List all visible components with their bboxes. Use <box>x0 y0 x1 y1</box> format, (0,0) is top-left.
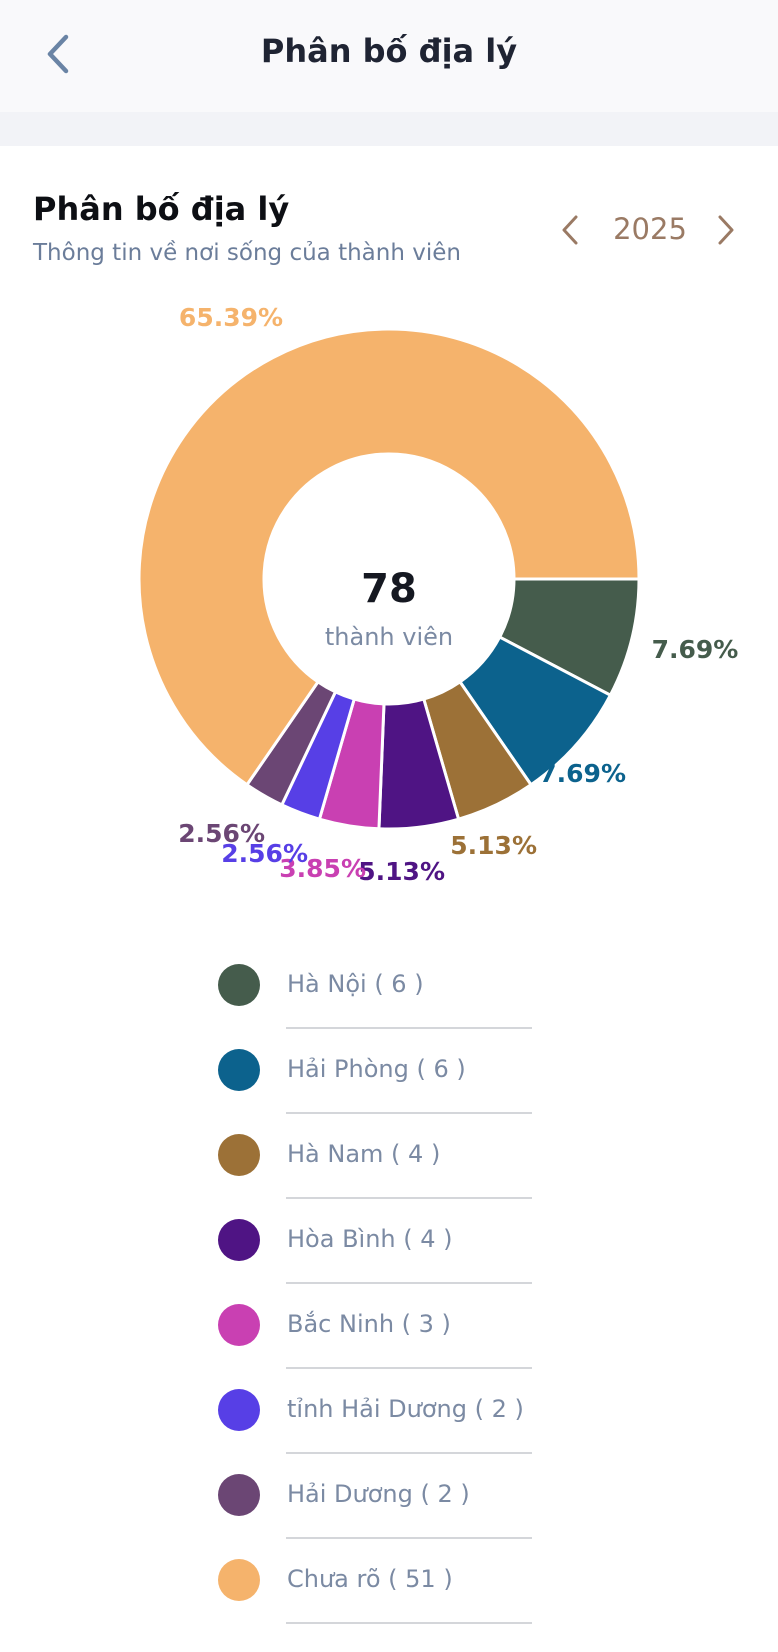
legend-label: Hải Phòng ( 6 ) <box>287 1055 466 1083</box>
legend-label: Hải Dương ( 2 ) <box>287 1480 470 1508</box>
slice-percent-label: 5.13% <box>358 857 445 886</box>
year-label: 2025 <box>613 212 687 246</box>
slice-percent-label: 2.56% <box>178 819 265 848</box>
legend-divider <box>286 1622 532 1624</box>
chart-legend: Hà Nội ( 6 ) Hải Phòng ( 6 ) Hà Nam ( 4 ) H… <box>218 944 558 1624</box>
slice-percent-label: 5.13% <box>450 831 537 860</box>
legend-item: Hải Phòng ( 6 ) <box>218 1029 558 1114</box>
year-prev-button[interactable] <box>552 208 588 252</box>
legend-item: Bắc Ninh ( 3 ) <box>218 1284 558 1369</box>
legend-swatch <box>218 1134 260 1176</box>
legend-swatch <box>218 1389 260 1431</box>
legend-swatch <box>218 1304 260 1346</box>
card-title: Phân bố địa lý <box>33 190 290 228</box>
legend-item: Hà Nam ( 4 ) <box>218 1114 558 1199</box>
card-subtitle: Thông tin về nơi sống của thành viên <box>33 240 461 266</box>
legend-divider <box>286 1282 532 1284</box>
total-members-label: thành viên <box>324 623 454 651</box>
legend-swatch <box>218 964 260 1006</box>
legend-item: Hải Dương ( 2 ) <box>218 1454 558 1539</box>
legend-label: Hà Nam ( 4 ) <box>287 1140 441 1168</box>
legend-label: Bắc Ninh ( 3 ) <box>287 1310 451 1338</box>
slice-percent-label: 65.39% <box>179 303 283 332</box>
legend-label: Hà Nội ( 6 ) <box>287 970 424 998</box>
section-divider <box>0 112 778 146</box>
legend-label: Hòa Bình ( 4 ) <box>287 1225 453 1253</box>
legend-divider <box>286 1452 532 1454</box>
legend-divider <box>286 1537 532 1539</box>
legend-swatch <box>218 1049 260 1091</box>
legend-divider <box>286 1367 532 1369</box>
legend-swatch <box>218 1559 260 1601</box>
legend-item: Hà Nội ( 6 ) <box>218 944 558 1029</box>
slice-percent-label: 2.56% <box>221 839 308 868</box>
chevron-right-icon <box>718 215 734 245</box>
donut-slice <box>137 327 641 787</box>
slice-percent-label: 7.69% <box>652 635 739 664</box>
legend-item: Chưa rõ ( 51 ) <box>218 1539 558 1624</box>
legend-swatch <box>218 1219 260 1261</box>
legend-divider <box>286 1027 532 1029</box>
legend-item: tỉnh Hải Dương ( 2 ) <box>218 1369 558 1454</box>
legend-divider <box>286 1197 532 1199</box>
slice-percent-label: 7.69% <box>539 759 626 788</box>
app-header: Phân bố địa lý <box>0 0 778 112</box>
back-button[interactable] <box>30 26 86 82</box>
chevron-left-icon <box>562 215 578 245</box>
legend-item: Hòa Bình ( 4 ) <box>218 1199 558 1284</box>
legend-label: tỉnh Hải Dương ( 2 ) <box>287 1395 524 1423</box>
total-members-value: 78 <box>361 566 417 612</box>
chevron-left-icon <box>47 34 69 74</box>
donut-chart: 7.69%7.69%5.13%5.13%3.85%2.56%2.56%65.39… <box>137 303 739 886</box>
page-title: Phân bố địa lý <box>260 32 518 70</box>
slice-percent-label: 3.85% <box>279 854 366 883</box>
legend-swatch <box>218 1474 260 1516</box>
year-next-button[interactable] <box>708 208 744 252</box>
legend-divider <box>286 1112 532 1114</box>
legend-label: Chưa rõ ( 51 ) <box>287 1565 453 1593</box>
